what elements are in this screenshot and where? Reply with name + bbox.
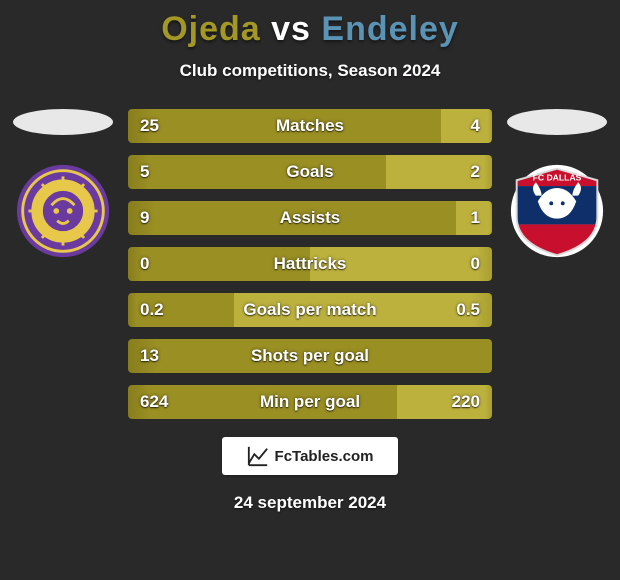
branding-badge[interactable]: FcTables.com (222, 437, 398, 475)
right-shadow-ellipse (507, 109, 607, 135)
chart-line-icon (247, 445, 269, 467)
player-right-name: Endeley (321, 10, 458, 48)
stat-seg-left (128, 201, 456, 235)
page-title: Ojeda vs Endeley (0, 0, 620, 49)
right-team-crest: FC DALLAS (509, 163, 605, 259)
stat-seg-left (128, 247, 310, 281)
stat-row: Assists91 (128, 201, 492, 235)
stat-bars: Matches254 Goals52 Assists91 Hattricks00 Goa… (118, 109, 502, 419)
stat-row: Shots per goal13 (128, 339, 492, 373)
stat-seg-right (310, 247, 492, 281)
subtitle: Club competitions, Season 2024 (0, 61, 620, 81)
stat-row: Goals per match0.20.5 (128, 293, 492, 327)
stat-row: Matches254 (128, 109, 492, 143)
fc-dallas-icon: FC DALLAS (509, 163, 605, 259)
stat-seg-left (128, 293, 234, 327)
left-side (8, 109, 118, 259)
stat-seg-right (397, 385, 492, 419)
stat-seg-left (128, 109, 441, 143)
comparison-panel: Matches254 Goals52 Assists91 Hattricks00 Goa… (0, 109, 620, 419)
stat-seg-left (128, 385, 397, 419)
stat-row: Min per goal624220 (128, 385, 492, 419)
stat-seg-left (128, 339, 492, 373)
right-side: FC DALLAS (502, 109, 612, 259)
stat-seg-left (128, 155, 386, 189)
stat-row: Goals52 (128, 155, 492, 189)
left-team-crest (15, 163, 111, 259)
stat-seg-right (386, 155, 492, 189)
stat-seg-right (456, 201, 492, 235)
brand-text: FcTables.com (275, 448, 374, 465)
left-shadow-ellipse (13, 109, 113, 135)
stat-seg-right (441, 109, 492, 143)
player-left-name: Ojeda (161, 10, 260, 48)
vs-text: vs (271, 10, 311, 48)
date-text: 24 september 2024 (0, 493, 620, 513)
stat-seg-right (234, 293, 492, 327)
svg-text:FC DALLAS: FC DALLAS (533, 172, 582, 182)
stat-row: Hattricks00 (128, 247, 492, 281)
orlando-city-icon (15, 163, 111, 259)
